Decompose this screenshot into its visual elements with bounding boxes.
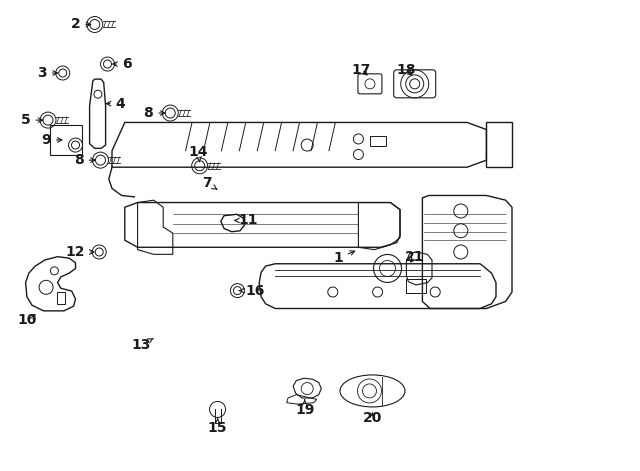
Text: 7: 7 [202,176,217,190]
Text: 10: 10 [18,313,37,327]
Text: 9: 9 [41,133,62,147]
Text: 8: 8 [143,106,165,120]
Bar [370,136,385,146]
Bar [50,125,82,155]
Text: 12: 12 [66,245,94,259]
Text: 13: 13 [131,338,154,352]
Text: 16: 16 [239,284,264,298]
Bar [406,279,426,293]
Text: 21: 21 [405,250,424,264]
Text: 20: 20 [363,411,382,425]
Bar [57,292,65,304]
Text: 18: 18 [396,63,415,77]
Text: 14: 14 [189,145,208,162]
Text: 3: 3 [37,66,58,80]
Text: 15: 15 [208,418,227,435]
Text: 6: 6 [113,57,132,71]
Text: 11: 11 [235,213,258,227]
Text: 4: 4 [106,97,125,111]
Text: 19: 19 [295,400,314,417]
Text: 17: 17 [352,63,371,77]
Text: 1: 1 [333,251,355,265]
Text: 5: 5 [20,113,43,127]
Text: 2: 2 [70,17,91,32]
Text: 8: 8 [74,153,95,167]
